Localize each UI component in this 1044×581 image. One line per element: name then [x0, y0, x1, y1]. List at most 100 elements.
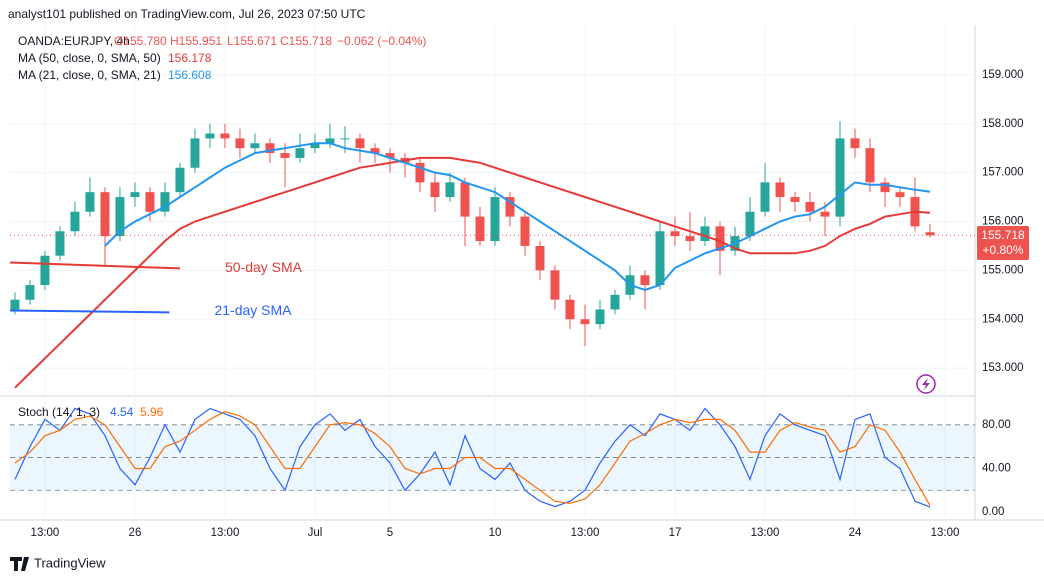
- candle-body: [415, 162, 425, 183]
- candle-body: [355, 138, 365, 149]
- drawn-line: [9, 261, 180, 270]
- candle-body: [505, 197, 515, 217]
- candle-body: [670, 231, 680, 237]
- ma50-label: MA (50, close, 0, SMA, 50): [18, 51, 161, 65]
- candle-body: [610, 294, 620, 310]
- stoch-line: [14, 407, 931, 508]
- candle-body: [835, 138, 845, 217]
- symbol: OANDA:EURJPY, 4h: [18, 34, 130, 48]
- candle-body: [535, 245, 545, 271]
- brand-logo: [10, 557, 29, 571]
- price-tag-value: 155.718: [981, 228, 1025, 242]
- candle-body: [85, 192, 95, 212]
- stoch-tick-label: 0.00: [982, 506, 1004, 518]
- candle-body: [445, 182, 455, 198]
- published: analyst101 published on TradingView.com,…: [8, 7, 366, 21]
- ma21-value: 156.608: [168, 68, 212, 82]
- x-tick-label: 24: [849, 527, 862, 539]
- alert-icon-bolt: [922, 378, 930, 390]
- x-tick-label: 13:00: [211, 527, 240, 539]
- candle-body: [280, 153, 290, 158]
- candle-body: [460, 182, 470, 217]
- candle-body: [895, 192, 905, 198]
- x-tick-label: 5: [387, 527, 393, 539]
- stoch-tick-label: 40.00: [982, 462, 1011, 474]
- candle-body: [925, 232, 935, 236]
- candle-body: [145, 192, 155, 212]
- y-tick-label: 156.000: [982, 216, 1024, 228]
- candle-body: [520, 216, 530, 246]
- candle-body: [370, 148, 380, 154]
- candle-body: [220, 133, 230, 139]
- marks: [9, 121, 975, 508]
- candle-body: [760, 182, 770, 212]
- candle-body: [565, 299, 575, 320]
- candle-body: [640, 275, 650, 286]
- candle-body: [10, 299, 20, 310]
- drawn-label: 50-day SMA: [225, 259, 303, 275]
- candle-body: [325, 138, 335, 144]
- candle-body: [115, 197, 125, 237]
- open: O155.780: [114, 34, 167, 48]
- candle-body: [790, 197, 800, 202]
- candle-body: [490, 197, 500, 242]
- ma-line: [104, 142, 931, 291]
- candle-body: [205, 133, 215, 139]
- price-tag-change: +0.80%: [982, 243, 1023, 257]
- stoch-line: [14, 411, 931, 506]
- x-tick-label: 13:00: [931, 527, 960, 539]
- candle-body: [40, 255, 50, 286]
- candle-body: [340, 138, 350, 140]
- candle-body: [865, 148, 875, 183]
- stoch-tick-label: 80.00: [982, 419, 1011, 431]
- drawn-label: 21-day SMA: [214, 302, 292, 318]
- stoch-label: Stoch (14, 1, 3): [18, 405, 100, 419]
- candle-body: [745, 211, 755, 237]
- x-tick-label: Jul: [308, 527, 323, 539]
- y-tick-label: 158.000: [982, 118, 1024, 130]
- candle-body: [775, 182, 785, 198]
- change: −0.062 (−0.04%): [337, 34, 426, 48]
- candle-body: [385, 153, 395, 158]
- x-tick-label: 26: [129, 527, 142, 539]
- stoch-k-value: 4.54: [110, 405, 134, 419]
- candle-body: [655, 231, 665, 286]
- candle-body: [55, 231, 65, 256]
- close: C155.718: [280, 34, 332, 48]
- candle-body: [475, 216, 485, 242]
- y-tick-label: 154.000: [982, 313, 1024, 325]
- candle-body: [805, 201, 815, 212]
- candle-body: [715, 226, 725, 251]
- candle-body: [550, 270, 560, 300]
- y-tick-label: 159.000: [982, 69, 1024, 81]
- high: H155.951: [170, 34, 222, 48]
- candle-body: [250, 143, 260, 149]
- candle-body: [130, 192, 140, 198]
- low: L155.671: [227, 34, 277, 48]
- x-tick-label: 13:00: [31, 527, 60, 539]
- candle-body: [70, 211, 80, 232]
- y-tick-label: 155.000: [982, 264, 1024, 276]
- y-tick-label: 153.000: [982, 362, 1024, 374]
- alert-icon[interactable]: [916, 374, 936, 394]
- x-tick-label: 10: [489, 527, 502, 539]
- brand: TradingView: [34, 555, 106, 570]
- candle-body: [595, 309, 605, 325]
- candle-body: [235, 138, 245, 149]
- ma-line: [14, 156, 931, 389]
- candle-body: [175, 167, 185, 193]
- candle-body: [850, 138, 860, 149]
- candle-body: [25, 285, 35, 300]
- candle-body: [190, 138, 200, 168]
- y-tick-label: 157.000: [982, 167, 1024, 179]
- ma50-value: 156.178: [168, 51, 212, 65]
- ma21-label: MA (21, close, 0, SMA, 21): [18, 68, 161, 82]
- candle-body: [310, 143, 320, 149]
- candle-body: [685, 236, 695, 242]
- candle-body: [700, 226, 710, 242]
- x-tick-label: 13:00: [571, 527, 600, 539]
- candle-body: [265, 143, 275, 154]
- price-tag: [977, 226, 1029, 260]
